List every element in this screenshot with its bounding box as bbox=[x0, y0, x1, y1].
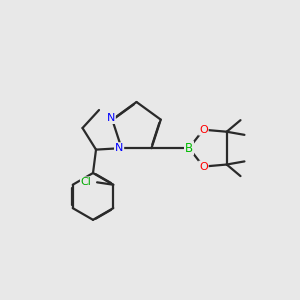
Text: N: N bbox=[115, 143, 123, 153]
Text: O: O bbox=[199, 162, 208, 172]
Text: O: O bbox=[199, 125, 208, 135]
Text: B: B bbox=[185, 142, 193, 154]
Text: N: N bbox=[106, 113, 115, 123]
Text: Cl: Cl bbox=[81, 177, 92, 187]
